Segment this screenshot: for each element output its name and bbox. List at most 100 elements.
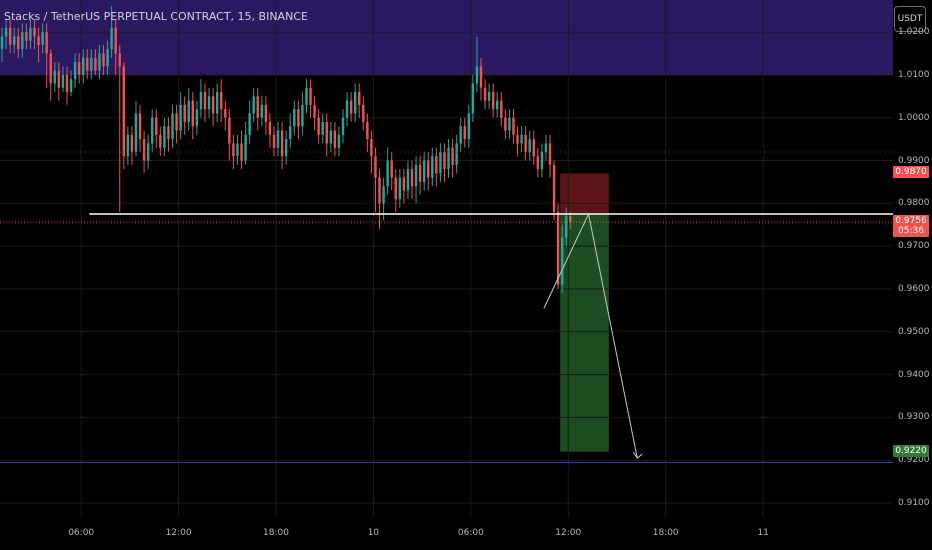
candle-body — [41, 32, 44, 45]
candle-body — [394, 177, 397, 200]
candle-body — [171, 113, 174, 140]
candle — [528, 130, 531, 161]
candle-body — [195, 109, 199, 127]
candle-body — [536, 156, 540, 170]
candle — [276, 122, 280, 157]
candle — [8, 19, 12, 54]
candle-body — [29, 27, 32, 41]
candle-body — [447, 147, 450, 170]
price-tick-label: 0.9100 — [898, 498, 930, 509]
candle-body — [475, 66, 479, 84]
stop-price-value: 0.9870 — [895, 167, 927, 178]
candle-body — [240, 143, 243, 161]
candle-body — [284, 139, 288, 157]
candle — [293, 100, 296, 135]
candle — [353, 83, 357, 123]
projection-path — [543, 212, 638, 459]
candle-body — [81, 57, 85, 75]
candle — [520, 126, 523, 152]
candle — [422, 151, 426, 191]
candle — [386, 147, 389, 195]
candle-body — [398, 177, 402, 200]
candle-body — [12, 36, 16, 45]
candle-body — [106, 49, 109, 67]
candle-body — [17, 36, 20, 50]
candle — [256, 87, 259, 131]
candle-body — [199, 92, 203, 110]
time-tick-label: 06:00 — [457, 528, 484, 538]
time-tick-label: 06:00 — [68, 528, 95, 538]
candle-body — [110, 27, 113, 50]
candle — [483, 79, 487, 110]
candle — [309, 79, 312, 118]
candle-body — [134, 113, 138, 152]
candle-body — [191, 100, 195, 127]
candle-body — [569, 216, 572, 223]
candle-body — [61, 74, 65, 88]
candle — [155, 109, 158, 148]
candle-body — [402, 177, 406, 191]
candle-body — [57, 70, 61, 88]
candle — [378, 169, 381, 230]
price-tick-label: 0.9300 — [898, 412, 930, 423]
candle — [244, 122, 247, 165]
candle-body — [317, 117, 320, 135]
candle-body — [487, 92, 491, 101]
candle — [313, 96, 316, 131]
candle — [280, 122, 284, 170]
candle — [220, 79, 223, 123]
candle — [443, 143, 446, 182]
candle-countdown: 05:36 — [898, 226, 924, 237]
candle — [138, 104, 142, 152]
candle-body — [293, 109, 296, 127]
candle-body — [378, 177, 381, 204]
candle-body — [211, 96, 215, 114]
candle-body — [345, 100, 349, 118]
currency-unit-button[interactable]: USDT — [894, 6, 926, 32]
candle — [69, 70, 73, 97]
candle-body — [366, 122, 369, 140]
candle-body — [358, 92, 361, 105]
candle-body — [228, 117, 231, 144]
candles-layer — [0, 6, 572, 294]
candle-body — [4, 27, 8, 37]
candle-body — [179, 104, 182, 131]
candle — [532, 130, 535, 165]
price-tick-label: 1.0200 — [898, 27, 930, 38]
candle-body — [431, 156, 434, 178]
candle-body — [86, 57, 89, 71]
current-price-badge: 0.9756 05:36 — [893, 215, 929, 238]
candle — [114, 19, 117, 75]
projection-arrowhead — [632, 451, 643, 459]
candle-body — [463, 126, 466, 140]
candle — [171, 104, 174, 148]
candle-body — [451, 147, 454, 165]
candle — [150, 109, 154, 152]
candle — [130, 126, 134, 165]
candle — [516, 126, 519, 157]
candle-body — [540, 151, 544, 170]
candle — [195, 100, 199, 135]
candle — [524, 126, 527, 161]
price-tick-label: 0.9500 — [898, 326, 930, 337]
candle — [496, 92, 499, 118]
price-tick-label: 1.0000 — [898, 112, 930, 123]
candle — [451, 139, 454, 178]
candle-body — [224, 109, 227, 118]
candle — [508, 109, 511, 140]
candle-body — [220, 92, 223, 110]
candle-body — [516, 134, 519, 144]
candle — [297, 100, 300, 140]
candle — [159, 126, 162, 157]
time-tick-label: 11 — [757, 528, 769, 538]
candle-body — [33, 27, 36, 37]
candle-body — [175, 113, 178, 131]
candle — [398, 169, 402, 208]
candle — [317, 109, 320, 144]
candle-body — [496, 100, 499, 110]
candle-body — [301, 104, 304, 127]
candle-body — [483, 87, 487, 101]
candle — [390, 151, 393, 191]
candle-body — [159, 134, 162, 148]
